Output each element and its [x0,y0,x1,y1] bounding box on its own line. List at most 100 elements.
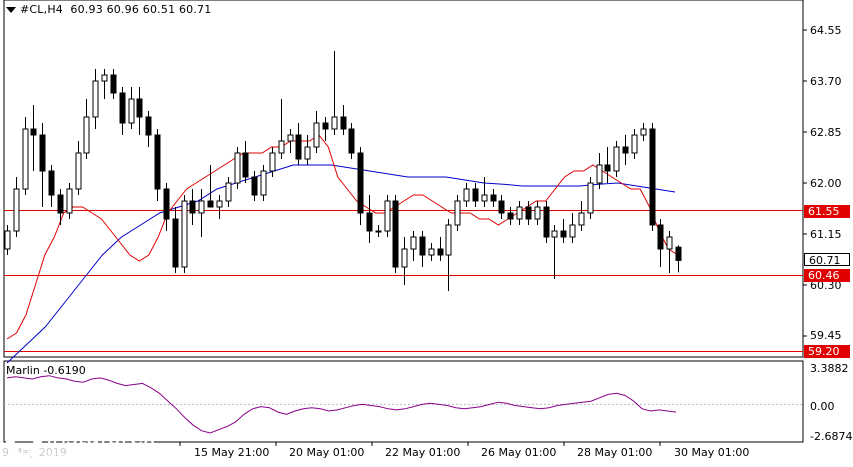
candle-body-up [613,146,620,172]
candle-body-down [490,194,497,202]
candle-body-down [242,152,249,178]
instaforex-logo-icon [6,426,42,462]
time-tick: 22 May 01:00 [385,446,461,459]
price-tick: 59.45 [810,329,842,342]
candle-body-up [313,122,320,148]
candle-body-up [481,194,488,202]
candle-body-down [437,248,444,256]
candle-body-up [269,152,276,172]
candle-body-down [189,200,196,214]
level-tag-59-20: 59.20 [804,345,850,358]
collapse-arrow-icon[interactable] [6,7,16,13]
candle-body-up [216,200,223,208]
main-pane-frame [3,0,804,358]
candle-body-up [83,116,90,154]
candle-body-down [295,134,302,160]
candle-body-down [119,92,126,124]
candle-body-up [287,134,294,142]
candle-body-up [640,128,647,136]
candle-body-up [631,134,638,154]
candle-body-down [525,206,532,220]
candle-body-down [30,128,37,136]
chart-title: #CL,H4 60.93 60.96 60.51 60.71 [6,3,211,16]
candle-body-up [551,230,558,238]
candle-body-up [596,164,603,184]
candle-body-up [666,236,673,250]
current-price-tag: 60.71 [804,253,850,267]
candle-body-down [657,224,664,250]
candle-body-up [445,224,452,256]
candle-body-down [392,200,399,268]
price-tick: 60.30 [810,279,842,292]
candle-body-up [331,116,338,130]
candle-body-up [410,236,417,250]
candle-body-down [172,218,179,268]
candle-body-up [304,146,311,160]
candle-body-down [366,212,373,232]
candle-body-down [543,206,550,238]
price-tick: 63.70 [810,75,842,88]
candle-body-up [463,188,470,202]
time-tick: 15 May 21:00 [194,446,270,459]
candle-body-up [128,98,135,124]
candle-body-up [66,188,73,214]
candle-body-down [251,176,258,196]
candle-body-up [181,200,188,268]
candle-body-up [534,206,541,220]
candle-body-down [622,146,629,154]
candle-body-up [454,200,461,226]
candle-body-down [357,152,364,214]
indicator-level-top: 3.3882 [810,362,849,375]
price-tick: 64.55 [810,24,842,37]
instaforex-watermark: instaforex Instant Forex Trading [2,422,182,466]
candle-body-up [278,140,285,154]
candle-body-up [13,188,20,232]
candle-body-up [587,182,594,214]
level-tag-61-55: 61.55 [804,205,850,218]
candle-body-down [472,188,479,202]
candle-body-down [145,116,152,136]
indicator-level-bottom: -2.6874 [810,430,853,443]
marlin-oscillator-line [6,375,677,434]
indicator-pane-frame [3,360,804,443]
brand-tagline: Instant Forex Trading [48,452,154,463]
candle-body-up [516,206,523,220]
candle-body-up [401,248,408,268]
price-tick: 62.00 [810,177,842,190]
slow-ma-line [6,164,676,364]
candle-body-down [163,188,170,220]
price-tick: 61.15 [810,228,842,241]
candle-body-up [4,230,11,250]
ohlc-values: 60.93 60.96 60.51 60.71 [70,3,212,16]
candle-body-up [260,170,267,196]
candle-body-up [198,200,205,214]
time-tick: 26 May 01:00 [481,446,557,459]
candle-body-up [234,152,241,184]
candle-body-down [136,98,143,118]
candle-body-down [604,164,611,172]
candle-body-down [560,230,567,238]
candle-body-down [48,170,55,196]
price-tick: 62.85 [810,126,842,139]
candle-body-up [384,200,391,232]
candle-body-up [428,248,435,256]
candle-body-down [322,122,329,130]
time-tick: 30 May 01:00 [674,446,750,459]
candle-body-down [649,128,656,226]
time-tick: 20 May 01:00 [289,446,365,459]
fast-ma-line [6,134,679,340]
brand-name: instaforex [46,424,156,450]
time-tick: 28 May 01:00 [577,446,653,459]
indicator-label: Marlin -0.6190 [6,364,86,377]
candle-body-down [39,134,46,172]
candle-body-down [507,212,514,220]
candle-body-down [340,116,347,130]
candle-body-up [569,224,576,238]
candle-body-down [675,246,682,261]
candle-body-up [225,182,232,202]
candle-body-up [92,80,99,118]
candle-body-down [348,128,355,154]
candle-body-down [57,194,64,214]
